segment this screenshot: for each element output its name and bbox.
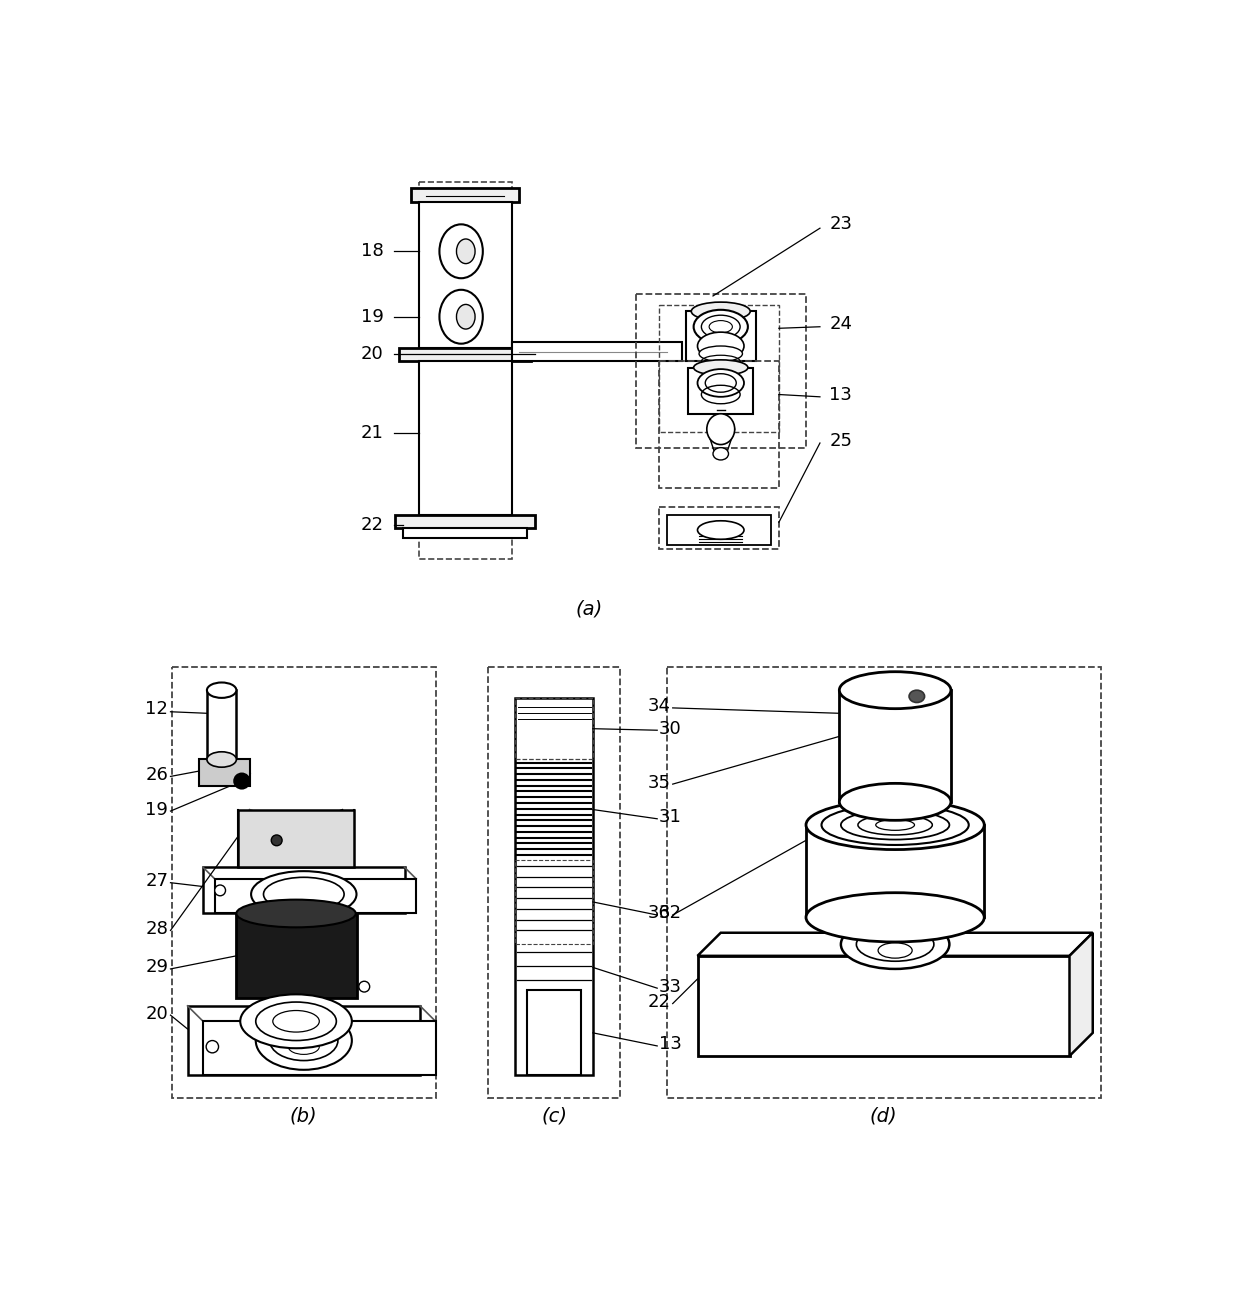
Bar: [203, 1021, 435, 1075]
Ellipse shape: [456, 305, 475, 329]
Text: 22: 22: [647, 994, 671, 1012]
Text: 34: 34: [647, 696, 671, 714]
Bar: [207, 690, 237, 760]
Text: (a): (a): [575, 599, 603, 619]
Bar: [399, 349, 531, 360]
Bar: [396, 514, 534, 528]
Text: 31: 31: [658, 809, 682, 827]
Bar: [403, 528, 527, 537]
Ellipse shape: [697, 521, 744, 539]
Ellipse shape: [909, 690, 925, 703]
Bar: [237, 913, 357, 999]
Ellipse shape: [857, 928, 934, 961]
Ellipse shape: [713, 447, 729, 460]
Text: 20: 20: [361, 345, 383, 363]
Ellipse shape: [839, 783, 951, 820]
Ellipse shape: [255, 1012, 352, 1070]
Text: 32: 32: [658, 904, 682, 922]
Polygon shape: [1069, 933, 1092, 1056]
Ellipse shape: [693, 360, 748, 375]
Ellipse shape: [207, 752, 237, 767]
Text: 26: 26: [145, 766, 169, 784]
Bar: [419, 202, 511, 349]
Ellipse shape: [263, 877, 345, 911]
Bar: [688, 367, 754, 413]
Text: 24: 24: [830, 315, 852, 333]
Ellipse shape: [707, 413, 734, 444]
Text: 22: 22: [361, 517, 383, 535]
Bar: [635, 293, 806, 447]
Ellipse shape: [215, 885, 226, 895]
Polygon shape: [697, 933, 1092, 956]
Bar: [667, 514, 771, 545]
Text: 25: 25: [830, 432, 852, 450]
Bar: [238, 810, 355, 867]
Bar: [419, 360, 511, 514]
Bar: [203, 867, 404, 913]
Bar: [419, 182, 511, 559]
Text: 13: 13: [658, 1035, 682, 1053]
Text: 30: 30: [658, 720, 682, 738]
Text: (d): (d): [869, 1106, 898, 1125]
Ellipse shape: [207, 682, 237, 698]
Bar: [172, 667, 435, 1098]
Bar: [658, 506, 779, 549]
Bar: [187, 1006, 420, 1075]
Bar: [200, 760, 249, 787]
Text: 18: 18: [361, 243, 383, 260]
Text: 13: 13: [830, 385, 852, 403]
Text: 19: 19: [361, 307, 383, 326]
Bar: [686, 311, 755, 362]
Text: 33: 33: [658, 978, 682, 996]
Ellipse shape: [270, 1021, 337, 1061]
Ellipse shape: [206, 1040, 218, 1053]
Text: 29: 29: [145, 959, 169, 977]
Ellipse shape: [806, 893, 985, 942]
Bar: [667, 667, 1101, 1098]
Text: 19: 19: [145, 801, 169, 819]
Bar: [658, 305, 779, 433]
Ellipse shape: [806, 800, 985, 850]
Ellipse shape: [358, 981, 370, 992]
Ellipse shape: [692, 302, 750, 320]
Ellipse shape: [697, 370, 744, 397]
Text: 21: 21: [361, 424, 383, 442]
Bar: [215, 879, 417, 913]
Ellipse shape: [839, 672, 951, 709]
Text: 12: 12: [145, 700, 169, 718]
Text: 27: 27: [145, 872, 169, 890]
Bar: [658, 360, 779, 487]
Bar: [489, 667, 620, 1098]
Text: 35: 35: [647, 774, 671, 792]
Ellipse shape: [841, 920, 950, 969]
Ellipse shape: [272, 835, 283, 846]
Ellipse shape: [255, 1003, 336, 1040]
Bar: [516, 859, 593, 944]
Text: (b): (b): [290, 1106, 317, 1125]
Bar: [697, 956, 1069, 1056]
Bar: [516, 698, 593, 1075]
Ellipse shape: [693, 310, 748, 344]
Ellipse shape: [439, 225, 482, 278]
Text: 36: 36: [647, 904, 671, 922]
Ellipse shape: [699, 346, 743, 362]
Text: 23: 23: [830, 216, 852, 234]
Ellipse shape: [456, 239, 475, 264]
Ellipse shape: [439, 289, 482, 344]
Ellipse shape: [241, 995, 352, 1048]
Text: (c): (c): [541, 1106, 567, 1125]
Text: 28: 28: [145, 920, 169, 938]
Ellipse shape: [697, 332, 744, 360]
Ellipse shape: [237, 899, 356, 928]
Bar: [511, 342, 682, 360]
Ellipse shape: [234, 774, 249, 788]
Bar: [516, 698, 593, 760]
Bar: [410, 189, 520, 202]
Ellipse shape: [250, 871, 357, 917]
Text: 20: 20: [145, 1005, 169, 1022]
Bar: [527, 991, 582, 1075]
